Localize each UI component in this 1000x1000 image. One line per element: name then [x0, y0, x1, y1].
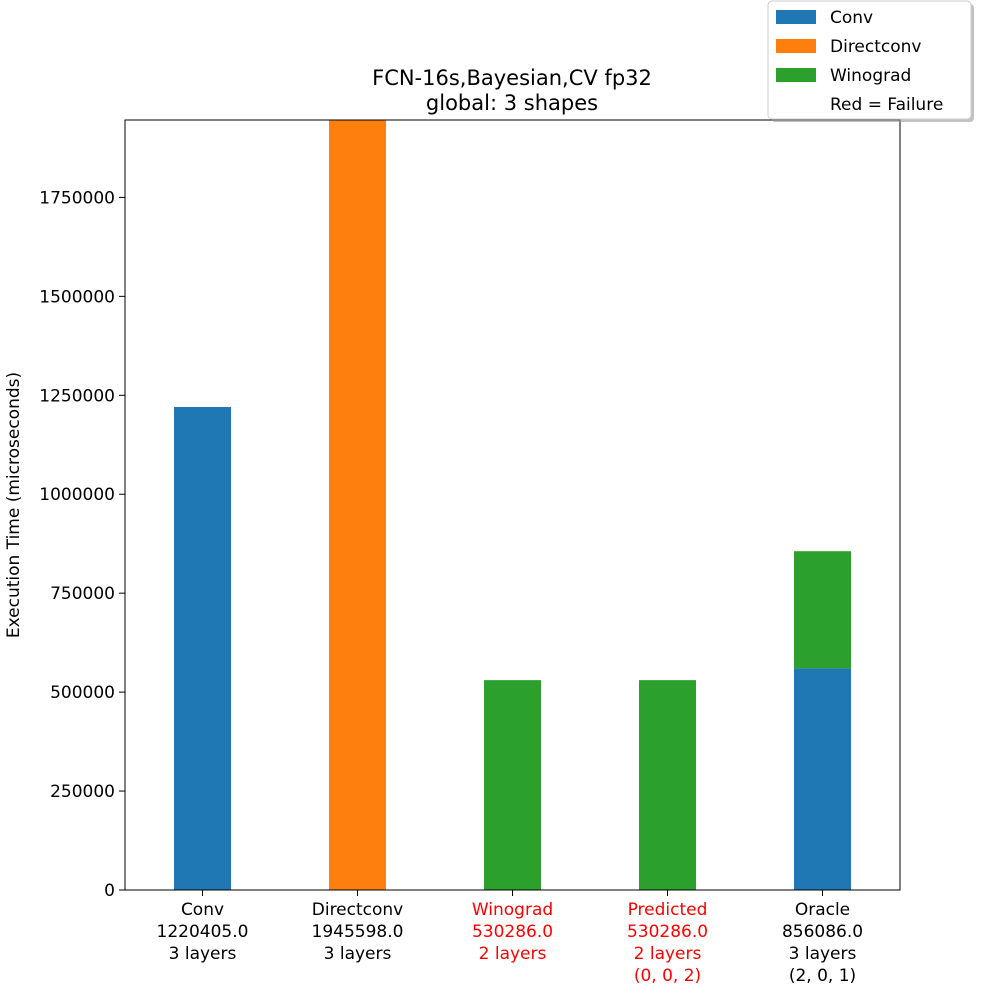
- x-tick-label-line: Winograd: [472, 900, 553, 920]
- x-tick-label-line: 1220405.0: [157, 922, 249, 942]
- x-tick-label-line: Directconv: [312, 900, 403, 920]
- x-tick-label-line: 856086.0: [782, 922, 863, 942]
- y-tick-label: 1750000: [39, 188, 115, 208]
- x-tick-label-line: 2 layers: [634, 944, 702, 964]
- legend-label: Directconv: [830, 37, 921, 57]
- y-tick-label: 0: [104, 881, 115, 901]
- bar-conv-0: [174, 407, 231, 890]
- x-tick-label-line: Predicted: [628, 900, 708, 920]
- legend-swatch-conv: [776, 10, 816, 24]
- y-axis-label: Execution Time (microseconds): [4, 372, 24, 638]
- bar-winograd-2: [484, 680, 541, 890]
- x-tick-label-line: 3 layers: [324, 944, 392, 964]
- y-tick-label: 750000: [50, 584, 115, 604]
- legend-swatch-directconv: [776, 39, 816, 53]
- legend-box: [767, 0, 972, 120]
- x-tick-label-line: 3 layers: [789, 944, 857, 964]
- y-tick-label: 250000: [50, 782, 115, 802]
- bar-conv-4: [794, 668, 851, 890]
- x-tick-label-line: (2, 0, 1): [789, 966, 856, 986]
- x-tick-label-line: 530286.0: [627, 922, 708, 942]
- legend-label: Red = Failure: [830, 95, 943, 115]
- legend-swatch-winograd: [776, 68, 816, 82]
- bar-winograd-4: [794, 551, 851, 669]
- x-tick-label-line: (0, 0, 2): [634, 966, 701, 986]
- y-tick-label: 1000000: [39, 485, 115, 505]
- bar-directconv-1: [329, 120, 386, 890]
- chart-title-line: FCN-16s,Bayesian,CV fp32: [372, 66, 652, 90]
- x-tick-label-line: Conv: [181, 900, 224, 920]
- x-tick-label-line: 1945598.0: [312, 922, 404, 942]
- x-tick-label-line: 3 layers: [169, 944, 237, 964]
- x-tick-label-line: Oracle: [795, 900, 850, 920]
- y-tick-label: 1500000: [39, 287, 115, 307]
- y-tick-label: 500000: [50, 683, 115, 703]
- x-tick-label-line: 2 layers: [479, 944, 547, 964]
- chart-title-line: global: 3 shapes: [426, 91, 598, 115]
- legend-label: Conv: [830, 8, 873, 28]
- bar-winograd-3: [639, 680, 696, 890]
- x-tick-label-line: 530286.0: [472, 922, 553, 942]
- legend-label: Winograd: [830, 66, 911, 86]
- y-tick-label: 1250000: [39, 386, 115, 406]
